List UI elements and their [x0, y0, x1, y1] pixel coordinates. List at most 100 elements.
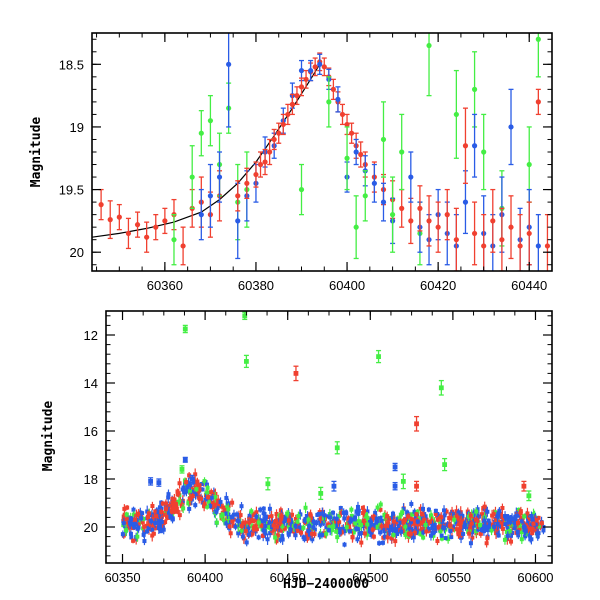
- data-point-blue: [182, 456, 188, 463]
- band-point: [163, 520, 168, 525]
- band-point: [263, 524, 268, 529]
- marker: [116, 214, 122, 220]
- band-point: [239, 524, 244, 529]
- band-point: [508, 519, 513, 524]
- marker: [399, 205, 405, 211]
- band-point: [157, 525, 162, 530]
- band-point: [541, 528, 546, 533]
- data-point-blue: [392, 462, 398, 472]
- band-point: [293, 533, 298, 538]
- band-point: [273, 535, 278, 540]
- band-point: [382, 534, 387, 539]
- band-point: [519, 537, 524, 542]
- band-point: [344, 525, 349, 530]
- marker: [298, 186, 305, 193]
- band-point: [505, 533, 510, 538]
- band-point: [500, 506, 505, 511]
- band-point: [204, 491, 209, 496]
- band-point: [302, 537, 307, 542]
- band-point: [274, 539, 279, 544]
- band-point: [432, 523, 437, 528]
- marker: [298, 84, 305, 90]
- marker: [148, 479, 153, 484]
- band-point: [125, 505, 130, 510]
- band-point: [509, 539, 514, 544]
- band-point: [453, 514, 458, 519]
- marker: [125, 230, 132, 237]
- data-point-blue: [335, 86, 341, 113]
- band-point: [233, 524, 238, 529]
- band-point: [516, 533, 521, 538]
- band-point: [214, 501, 219, 506]
- band-point: [426, 526, 431, 531]
- band-point: [474, 529, 479, 534]
- band-point: [346, 516, 351, 521]
- marker: [453, 237, 459, 243]
- data-point-blue: [207, 163, 214, 228]
- data-point-red: [339, 103, 346, 126]
- band-point: [267, 506, 272, 511]
- band-point: [124, 512, 129, 517]
- band-point: [144, 523, 149, 528]
- marker: [490, 218, 496, 224]
- band-point: [181, 506, 186, 511]
- band-point: [263, 517, 268, 522]
- marker: [189, 174, 195, 180]
- data-point-green: [171, 213, 177, 266]
- band-point: [219, 514, 224, 519]
- marker: [271, 136, 277, 143]
- data-point-green: [376, 349, 382, 364]
- band-point: [304, 531, 309, 536]
- marker: [453, 111, 459, 118]
- band-point: [228, 531, 233, 536]
- band-point: [401, 528, 406, 533]
- band-point: [172, 509, 177, 514]
- band-point: [525, 531, 530, 536]
- band-point: [244, 540, 249, 545]
- band-point: [240, 534, 245, 539]
- band-point: [452, 517, 457, 522]
- band-point: [236, 531, 241, 536]
- band-point: [534, 528, 539, 533]
- y-tick-label: 16: [84, 424, 98, 439]
- band-point: [526, 527, 531, 532]
- band-point: [457, 514, 462, 519]
- band-point: [280, 537, 285, 542]
- band-point: [361, 518, 366, 523]
- band-point: [187, 506, 192, 511]
- band-point: [122, 512, 127, 517]
- band-point: [385, 514, 390, 519]
- band-point: [395, 517, 400, 522]
- band-point: [387, 528, 392, 533]
- band-point: [492, 524, 497, 529]
- marker: [426, 42, 432, 49]
- band-point: [371, 524, 376, 529]
- data-point-green: [334, 441, 340, 455]
- marker: [189, 476, 195, 482]
- band-point: [158, 529, 163, 534]
- band-point: [375, 519, 380, 524]
- band-point: [153, 520, 158, 525]
- band-point: [369, 517, 374, 522]
- band-point: [152, 526, 157, 531]
- band-point: [393, 539, 398, 544]
- data-point-green: [344, 126, 350, 191]
- band-point: [421, 506, 426, 511]
- band-point: [163, 507, 168, 512]
- band-point: [182, 490, 187, 495]
- band-point: [129, 535, 134, 540]
- band-point: [525, 511, 530, 516]
- band-point: [239, 528, 244, 533]
- band-point: [290, 512, 295, 517]
- marker: [392, 464, 398, 470]
- band-point: [355, 537, 360, 542]
- data-point-red: [134, 211, 141, 238]
- band-point: [352, 518, 357, 523]
- band-point: [175, 509, 180, 514]
- band-point: [267, 525, 272, 530]
- band-point: [418, 521, 423, 526]
- marker: [471, 230, 478, 237]
- band-point: [249, 509, 254, 514]
- band-point: [347, 526, 352, 531]
- marker: [153, 224, 159, 230]
